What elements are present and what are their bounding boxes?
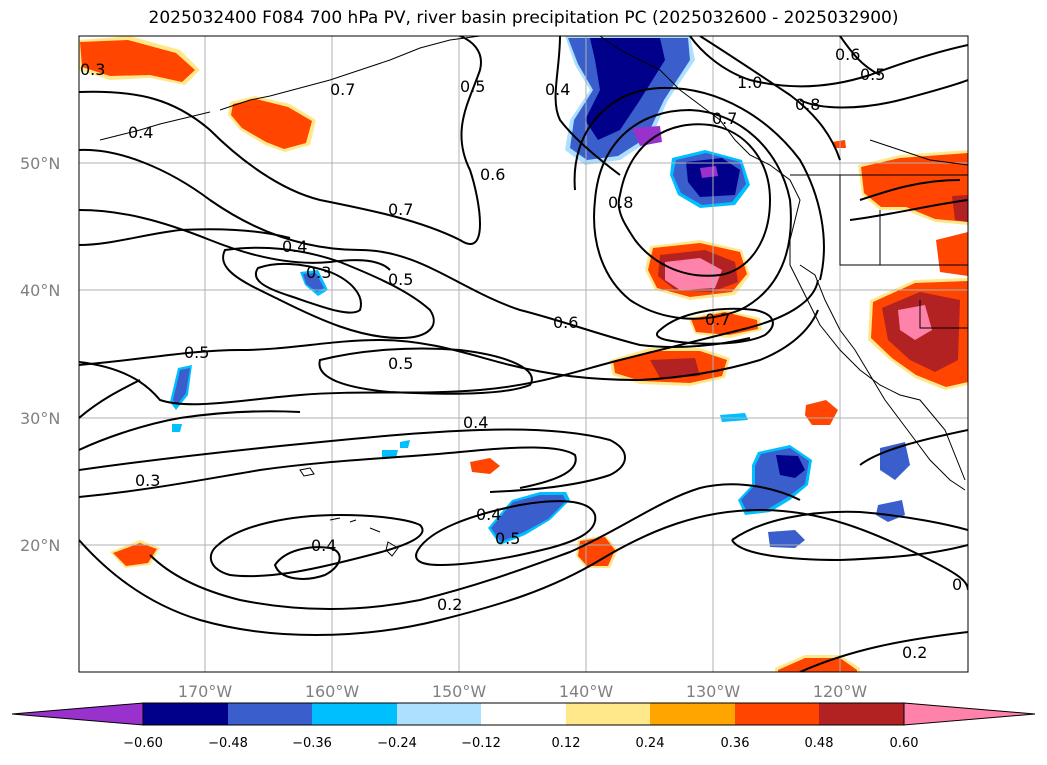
contour-label: 0.8 xyxy=(795,95,820,114)
colorbar-tick-label: −0.24 xyxy=(377,736,417,751)
contour-label: 0.4 xyxy=(545,80,570,99)
contour-label: 0.8 xyxy=(608,193,633,212)
lon-tick-label: 160°W xyxy=(305,682,360,701)
colorbar-tick-label: −0.36 xyxy=(292,736,332,751)
contour-label: 0.3 xyxy=(135,471,160,490)
colorbar-tick-label: 0.12 xyxy=(552,736,581,751)
contour-label: 0.7 xyxy=(705,310,730,329)
contour-label: 0.7 xyxy=(712,109,737,128)
colorbar-segment xyxy=(650,703,735,725)
lat-tick-label: 20°N xyxy=(20,536,60,555)
lat-tick-label: 40°N xyxy=(20,281,60,300)
graticule xyxy=(79,36,968,672)
coastlines xyxy=(99,36,968,557)
contour-label: 0.5 xyxy=(495,529,520,548)
contour-label: 0.4 xyxy=(463,413,488,432)
contour-label: 0.5 xyxy=(184,343,209,362)
colorbar-segment xyxy=(228,703,312,725)
contour-label: 0.6 xyxy=(835,45,860,64)
contour-label: 0.7 xyxy=(330,80,355,99)
contour-label: 0.7 xyxy=(388,200,413,219)
colorbar-segment xyxy=(143,703,228,725)
contour-label: 0.6 xyxy=(553,313,578,332)
colorbar-extend-high xyxy=(903,702,1036,726)
pv-contours xyxy=(79,36,968,672)
contour-label: 0.5 xyxy=(860,65,885,84)
colorbar-tick-label: 0.24 xyxy=(636,736,665,751)
lat-tick-label: 50°N xyxy=(20,154,60,173)
colorbar-tick-label: 0.36 xyxy=(721,736,750,751)
map-frame xyxy=(78,35,969,673)
contour-label: 0.4 xyxy=(311,536,336,555)
map-title: 2025032400 F084 700 hPa PV, river basin … xyxy=(148,8,899,28)
lon-tick-label: 170°W xyxy=(178,682,233,701)
map-panel xyxy=(79,36,968,672)
colorbar-segment xyxy=(312,703,397,725)
colorbar-segment xyxy=(397,703,481,725)
colorbar-tick-label: 0.60 xyxy=(890,736,919,751)
latitude-labels: 20°N 30°N 40°N 50°N xyxy=(20,154,60,555)
colorbar: −0.60 −0.48 −0.36 −0.24 −0.12 0.12 0.24 … xyxy=(11,702,1036,751)
contour-label: 0.4 xyxy=(128,123,153,142)
lon-tick-label: 140°W xyxy=(559,682,614,701)
contour-label: 0 xyxy=(952,575,962,594)
lon-tick-label: 120°W xyxy=(813,682,868,701)
contour-label: 0.4 xyxy=(282,237,307,256)
contour-label: 0.5 xyxy=(460,77,485,96)
contour-label: 0.2 xyxy=(437,595,462,614)
contour-label: 1.0 xyxy=(737,73,762,92)
colorbar-tick-label: −0.60 xyxy=(123,736,163,751)
contour-label: 0.5 xyxy=(388,270,413,289)
colorbar-ticks: −0.60 −0.48 −0.36 −0.24 −0.12 0.12 0.24 … xyxy=(123,736,918,751)
colorbar-extend-low xyxy=(11,702,144,726)
contour-labels: 0.3 0.4 0.7 0.4 0.5 0.6 0.7 0.4 0.3 0.5 … xyxy=(80,45,962,662)
longitude-labels: 170°W 160°W 150°W 140°W 130°W 120°W xyxy=(178,682,868,701)
lon-tick-label: 150°W xyxy=(432,682,487,701)
lat-tick-label: 30°N xyxy=(20,409,60,428)
colorbar-tick-label: −0.12 xyxy=(461,736,501,751)
colorbar-tick-label: 0.48 xyxy=(805,736,834,751)
colorbar-segment xyxy=(735,703,819,725)
contour-label: 0.4 xyxy=(476,505,501,524)
colorbar-segment xyxy=(481,703,566,725)
colorbar-segment xyxy=(566,703,650,725)
precip-shading xyxy=(79,36,968,672)
contour-label: 0.5 xyxy=(388,354,413,373)
lon-tick-label: 130°W xyxy=(686,682,741,701)
colorbar-tick-label: −0.48 xyxy=(208,736,248,751)
contour-label: 0.3 xyxy=(80,60,105,79)
contour-label: 0.3 xyxy=(306,263,331,282)
contour-label: 0.6 xyxy=(480,165,505,184)
colorbar-segment xyxy=(819,703,904,725)
contour-label: 0.2 xyxy=(902,643,927,662)
